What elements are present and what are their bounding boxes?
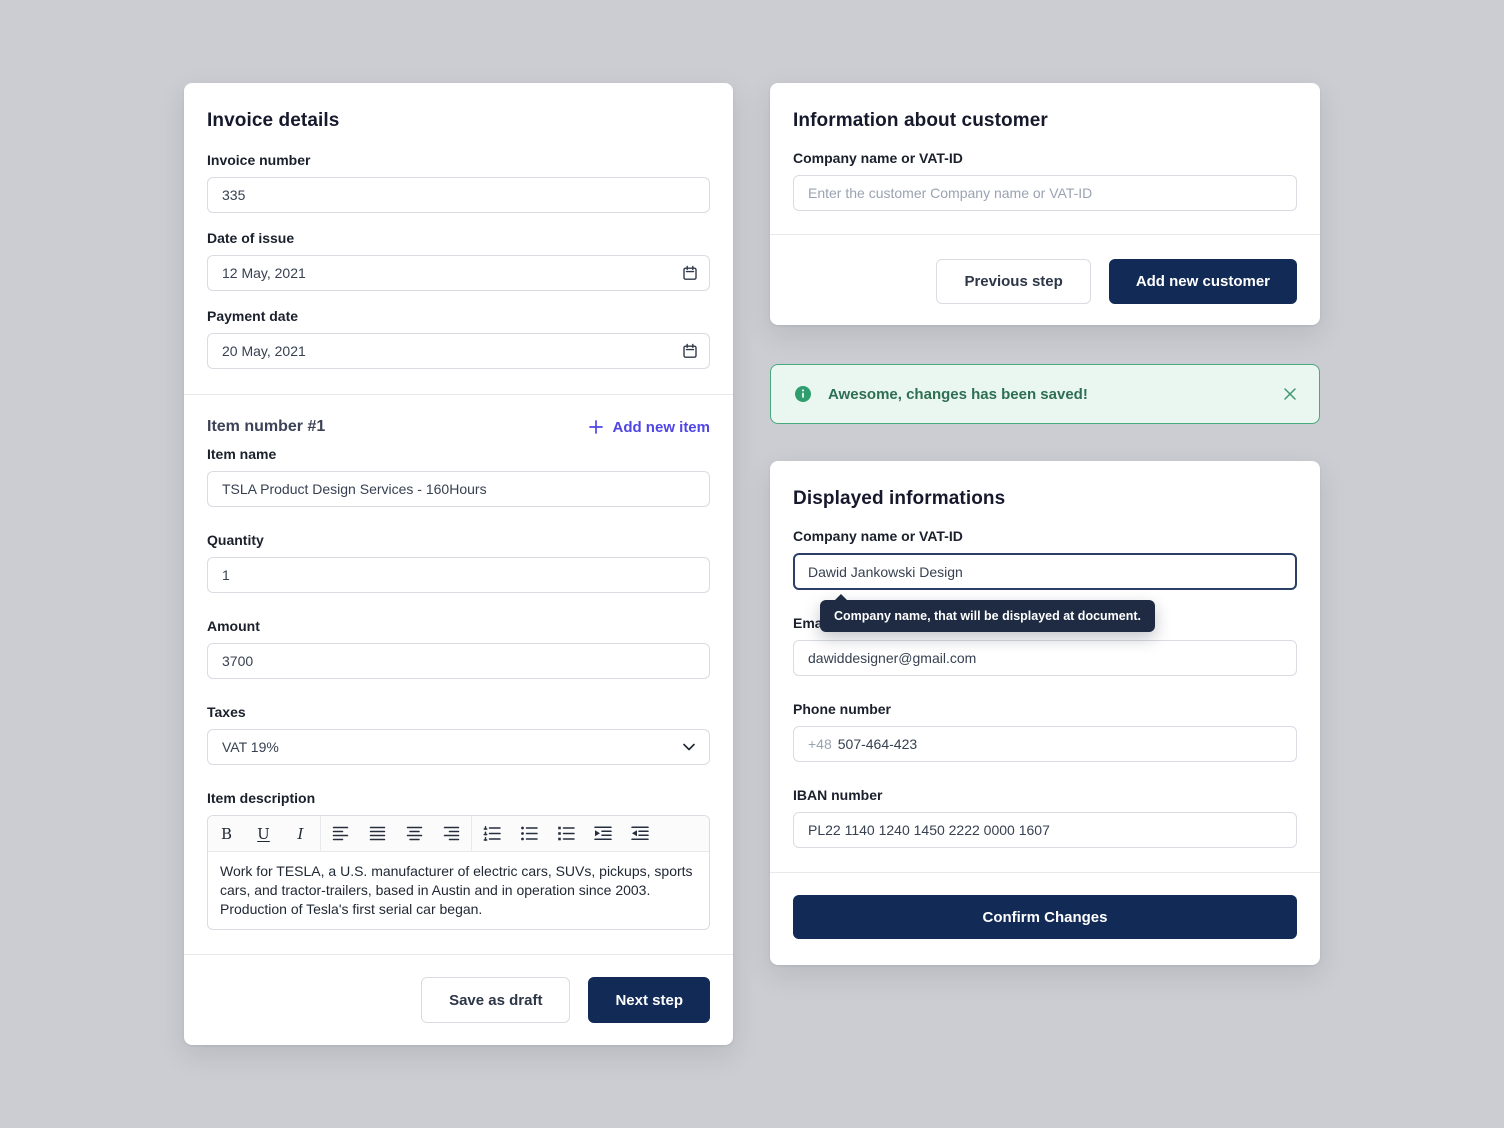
add-new-item-label: Add new item — [612, 418, 710, 436]
payment-date-field-group: Payment date — [207, 308, 710, 369]
bullet-list-icon — [520, 826, 538, 841]
italic-button[interactable]: I — [282, 816, 319, 851]
tooltip-text: Company name, that will be displayed at … — [834, 609, 1142, 623]
item-name-input[interactable] — [207, 471, 710, 507]
phone-label: Phone number — [793, 701, 892, 717]
item-number-heading: Item number #1 — [207, 418, 326, 435]
alert-message: Awesome, changes has been saved! — [828, 385, 1088, 403]
displayed-informations-title: Displayed informations — [793, 488, 1006, 509]
toolbar-divider — [320, 816, 321, 851]
amount-label: Amount — [207, 618, 260, 634]
align-justify-icon — [369, 826, 386, 841]
iban-field-group: IBAN number — [793, 787, 1297, 848]
phone-prefix: +48 — [808, 736, 832, 752]
item-description-field-group: Item description B U I — [207, 790, 710, 930]
phone-field-group: Phone number +48 507-464-423 — [793, 701, 1297, 762]
toolbar-divider — [471, 816, 472, 851]
customer-company-input[interactable] — [793, 175, 1297, 211]
phone-value: 507-464-423 — [837, 736, 918, 752]
invoice-number-label: Invoice number — [207, 152, 311, 168]
bold-button[interactable]: B — [208, 816, 245, 851]
align-left-icon — [332, 826, 349, 841]
square-list-icon — [557, 826, 575, 841]
amount-input[interactable] — [207, 643, 710, 679]
item-description-label: Item description — [207, 790, 316, 806]
indent-button[interactable] — [584, 816, 621, 851]
ordered-list-icon — [483, 826, 501, 841]
quantity-field-group: Quantity — [207, 532, 710, 593]
tooltip-arrow — [834, 594, 848, 601]
underline-button[interactable]: U — [245, 816, 282, 851]
section-divider — [770, 872, 1320, 873]
indent-icon — [593, 826, 612, 840]
section-divider — [184, 954, 733, 955]
date-of-issue-input[interactable] — [207, 255, 710, 291]
item-description-textarea[interactable]: Work for TESLA, a U.S. manufacturer of e… — [220, 863, 693, 917]
display-company-label: Company name or VAT-ID — [793, 528, 963, 544]
close-icon[interactable] — [1283, 387, 1297, 401]
customer-company-field-group: Company name or VAT-ID — [793, 150, 1297, 211]
email-input[interactable] — [793, 640, 1297, 676]
item-name-field-group: Item name — [207, 446, 710, 507]
outdent-icon — [630, 826, 649, 840]
italic-icon: I — [297, 824, 304, 843]
bullet-list-button[interactable] — [510, 816, 547, 851]
date-of-issue-field-group: Date of issue — [207, 230, 710, 291]
bold-icon: B — [220, 824, 233, 843]
taxes-select[interactable]: VAT 19% — [207, 729, 710, 765]
calendar-icon[interactable] — [682, 343, 698, 359]
customer-company-label: Company name or VAT-ID — [793, 150, 963, 166]
info-icon — [793, 384, 813, 404]
company-field-tooltip: Company name, that will be displayed at … — [820, 594, 1156, 632]
underline-icon: U — [257, 824, 270, 843]
align-right-button[interactable] — [433, 816, 470, 851]
invoice-details-panel: Invoice details Invoice number Date of i… — [184, 83, 733, 1045]
display-company-field-group: Company name or VAT-ID — [793, 528, 1297, 590]
align-center-icon — [406, 826, 423, 841]
customer-info-panel: Information about customer Company name … — [770, 83, 1320, 325]
invoice-number-input[interactable] — [207, 177, 710, 213]
save-as-draft-button[interactable]: Save as draft — [421, 977, 571, 1023]
invoice-details-title: Invoice details — [207, 110, 340, 131]
taxes-field-group: Taxes VAT 19% — [207, 704, 710, 765]
editor-toolbar: B U I — [208, 816, 709, 852]
iban-input[interactable] — [793, 812, 1297, 848]
item-name-label: Item name — [207, 446, 277, 462]
add-new-customer-button[interactable]: Add new customer — [1108, 259, 1297, 304]
success-alert: Awesome, changes has been saved! — [770, 364, 1320, 424]
payment-date-input[interactable] — [207, 333, 710, 369]
align-left-button[interactable] — [322, 816, 359, 851]
rich-text-editor: B U I — [207, 815, 710, 930]
section-divider — [770, 234, 1320, 235]
quantity-label: Quantity — [207, 532, 264, 548]
display-company-input[interactable] — [793, 553, 1297, 590]
next-step-button[interactable]: Next step — [588, 977, 710, 1023]
chevron-down-icon — [683, 743, 695, 751]
taxes-selected-value: VAT 19% — [222, 739, 279, 755]
outdent-button[interactable] — [621, 816, 658, 851]
iban-label: IBAN number — [793, 787, 883, 803]
displayed-informations-panel: Displayed informations Company name or V… — [770, 461, 1320, 965]
align-center-button[interactable] — [396, 816, 433, 851]
align-right-icon — [443, 826, 460, 841]
payment-date-label: Payment date — [207, 308, 299, 324]
invoice-number-field-group: Invoice number — [207, 152, 710, 213]
square-list-button[interactable] — [547, 816, 584, 851]
customer-info-title: Information about customer — [793, 110, 1048, 131]
confirm-changes-button[interactable]: Confirm Changes — [793, 895, 1297, 939]
phone-input[interactable]: +48 507-464-423 — [793, 726, 1297, 762]
calendar-icon[interactable] — [682, 265, 698, 281]
section-divider — [184, 394, 733, 395]
align-justify-button[interactable] — [359, 816, 396, 851]
add-new-item-button[interactable]: Add new item — [589, 419, 710, 436]
previous-step-button[interactable]: Previous step — [936, 259, 1091, 304]
taxes-label: Taxes — [207, 704, 246, 720]
email-field-group: Email — [793, 615, 1297, 676]
plus-icon — [589, 420, 604, 434]
amount-field-group: Amount — [207, 618, 710, 679]
date-of-issue-label: Date of issue — [207, 230, 295, 246]
quantity-input[interactable] — [207, 557, 710, 593]
ordered-list-button[interactable] — [473, 816, 510, 851]
